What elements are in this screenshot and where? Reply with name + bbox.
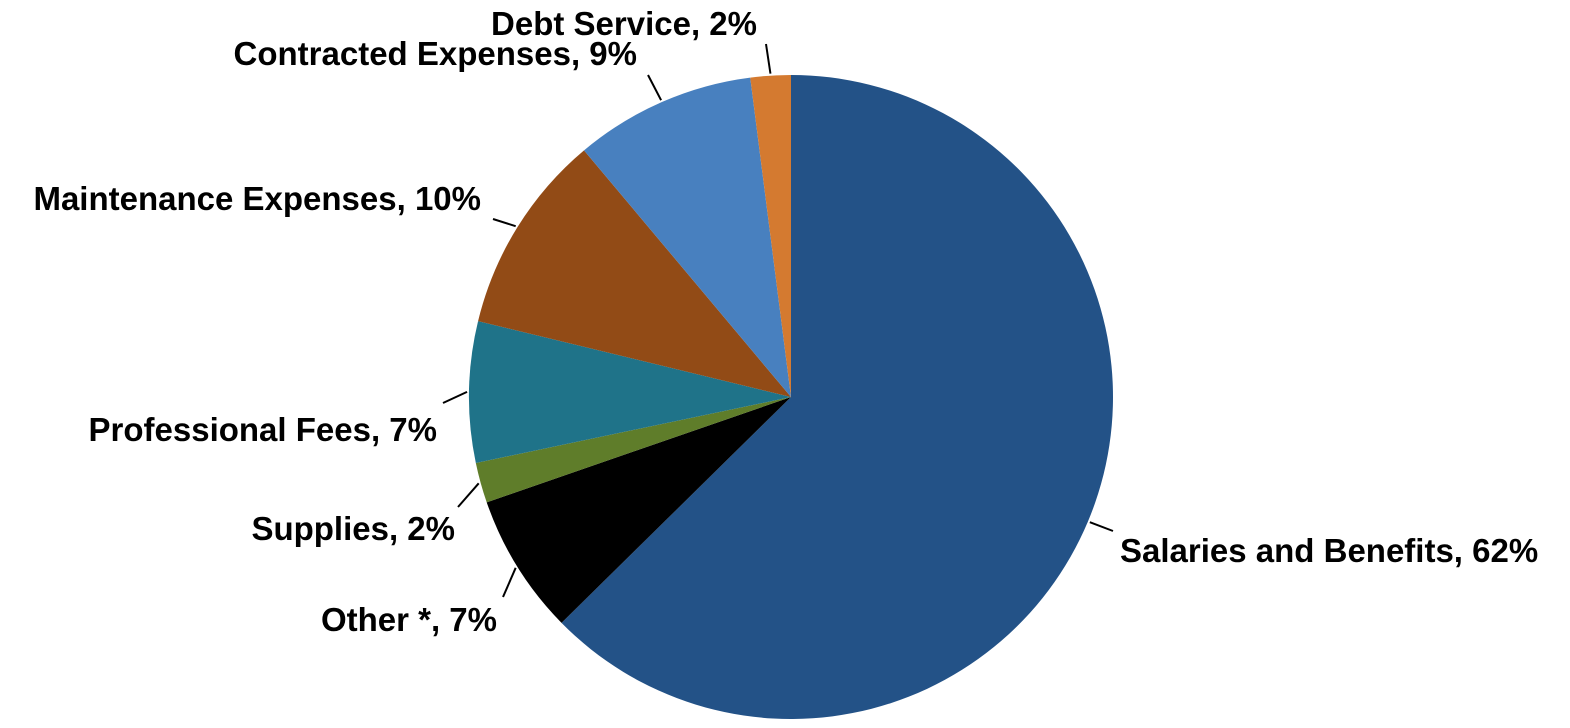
leader-line — [492, 218, 516, 228]
slice-label: Other *, 7% — [321, 601, 497, 638]
leader-line — [1089, 521, 1114, 532]
slice-labels: Salaries and Benefits, 62% Other *, 7% Sup… — [33, 5, 1538, 638]
leader-line — [442, 390, 468, 404]
leader-line — [502, 567, 517, 598]
pie-slice-supplies — [475, 397, 791, 503]
slice-label: Contracted Expenses, 9% — [234, 35, 637, 72]
leader-line — [765, 43, 772, 74]
slice-label: Maintenance Expenses, 10% — [33, 180, 481, 217]
slice-label: Supplies, 2% — [251, 510, 455, 547]
leader-line — [647, 74, 662, 101]
pie-slice-salaries-and-benefits — [561, 75, 1113, 719]
pie-slice-debt-service — [750, 75, 791, 397]
slice-label: Professional Fees, 7% — [89, 411, 437, 448]
pie-slice-professional-fees — [469, 321, 791, 463]
pie-slice-maintenance-expenses — [478, 150, 791, 397]
leader-lines — [442, 43, 1114, 598]
pie-slice-other — [486, 397, 791, 623]
pie-slices — [469, 75, 1113, 719]
slice-label: Salaries and Benefits, 62% — [1120, 532, 1538, 569]
pie-slice-contracted-expenses — [584, 77, 791, 398]
slice-label: Debt Service, 2% — [491, 5, 757, 42]
leader-line — [457, 482, 480, 508]
